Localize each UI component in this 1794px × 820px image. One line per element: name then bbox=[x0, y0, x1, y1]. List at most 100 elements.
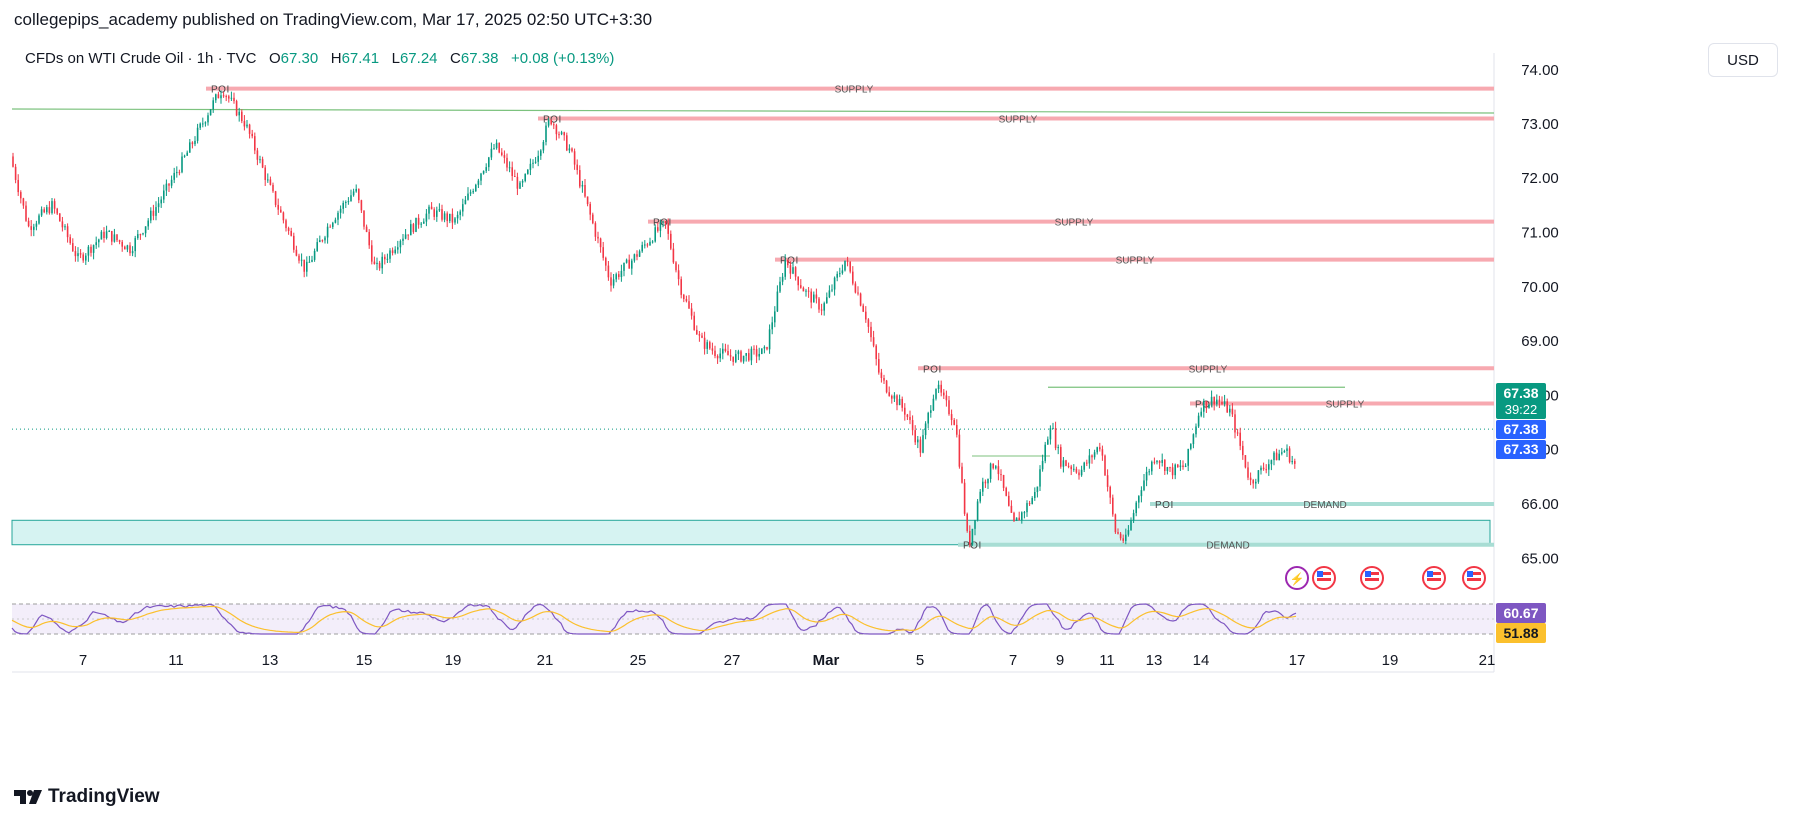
candle-body bbox=[638, 251, 641, 257]
candle-body bbox=[813, 294, 815, 303]
candle-body bbox=[1138, 496, 1140, 503]
candle-body bbox=[1190, 444, 1192, 449]
candle-body bbox=[116, 234, 118, 241]
candle-body bbox=[657, 227, 659, 231]
supply-label: SUPPLY bbox=[1326, 400, 1365, 411]
candle-body bbox=[930, 410, 932, 413]
candle-body bbox=[818, 298, 820, 310]
candle-body bbox=[199, 123, 201, 128]
candle-body bbox=[1062, 460, 1065, 467]
candle-body bbox=[339, 208, 342, 213]
candle-body bbox=[1088, 455, 1091, 464]
candle-body bbox=[61, 221, 64, 228]
candle-body bbox=[774, 311, 776, 323]
candle-body bbox=[92, 245, 95, 253]
candle-body bbox=[982, 481, 984, 492]
candle-body bbox=[12, 156, 14, 167]
lightning-glyph: ⚡ bbox=[1290, 572, 1305, 586]
candle-body bbox=[1255, 481, 1257, 484]
candle-body bbox=[363, 210, 365, 227]
candle-body bbox=[14, 166, 17, 180]
candle-body bbox=[111, 231, 113, 242]
candle-body bbox=[706, 342, 708, 349]
candle-body bbox=[784, 259, 786, 277]
demand-zone-box[interactable] bbox=[11, 519, 1491, 546]
candle-body bbox=[472, 191, 474, 193]
tradingview-logo[interactable]: TradingView bbox=[14, 786, 160, 808]
candle-body bbox=[85, 255, 87, 261]
candle-body bbox=[475, 184, 477, 192]
us-flag-canton bbox=[1427, 571, 1433, 577]
candle-body bbox=[256, 150, 259, 160]
candle-body bbox=[511, 167, 513, 177]
change-value: +0.08 (+0.13%) bbox=[510, 50, 615, 67]
candle-body bbox=[732, 356, 734, 362]
candle-body bbox=[155, 207, 157, 216]
symbol-name[interactable]: CFDs on WTI Crude Oil bbox=[25, 50, 184, 67]
candle-body bbox=[40, 209, 43, 216]
lightning-icon[interactable] bbox=[1285, 566, 1309, 590]
candle-body bbox=[709, 342, 711, 349]
candle-body bbox=[779, 281, 781, 292]
open-label: O bbox=[268, 50, 281, 67]
us-flag-stripe bbox=[1365, 572, 1379, 575]
x-tick-label: 13 bbox=[262, 652, 279, 669]
candle-body bbox=[893, 395, 896, 399]
candle-body bbox=[794, 267, 797, 277]
candle-body bbox=[800, 285, 802, 288]
candle-body bbox=[178, 172, 181, 174]
candle-body bbox=[839, 273, 841, 275]
candle-body bbox=[74, 251, 77, 257]
candle-body bbox=[979, 491, 981, 502]
candle-body bbox=[846, 260, 849, 262]
candle-body bbox=[1278, 453, 1280, 461]
candle-body bbox=[1013, 512, 1015, 521]
candle-body bbox=[391, 250, 394, 253]
candle-body bbox=[464, 199, 467, 205]
candle-body bbox=[875, 345, 877, 360]
candle-body bbox=[547, 120, 550, 126]
candle-body bbox=[1080, 469, 1083, 476]
candle-body bbox=[719, 353, 721, 359]
candle-body bbox=[852, 271, 854, 284]
candle-body bbox=[878, 359, 880, 373]
candle-body bbox=[1158, 460, 1161, 463]
candle-body bbox=[358, 188, 360, 201]
candle-body bbox=[181, 156, 183, 173]
candle-body bbox=[740, 351, 742, 362]
candle-body bbox=[241, 111, 243, 122]
candle-body bbox=[285, 220, 287, 229]
candle-body bbox=[584, 185, 586, 197]
candle-body bbox=[1234, 414, 1236, 433]
x-tick-label: 21 bbox=[1479, 652, 1496, 669]
candle-body bbox=[1192, 434, 1195, 445]
candle-body bbox=[56, 208, 58, 214]
candle-body bbox=[883, 378, 885, 381]
candle-body bbox=[615, 274, 617, 280]
candle-body bbox=[763, 346, 766, 349]
trend-line[interactable] bbox=[11, 108, 1495, 114]
currency-button[interactable]: USD bbox=[1708, 43, 1778, 77]
candle-body bbox=[870, 326, 872, 338]
candle-body bbox=[365, 226, 368, 232]
candle-body bbox=[482, 170, 485, 174]
candle-body bbox=[506, 157, 508, 168]
supply-label: SUPPLY bbox=[1055, 218, 1094, 229]
poi-label: POI bbox=[923, 364, 942, 375]
candle-body bbox=[714, 350, 716, 356]
candle-body bbox=[303, 259, 305, 272]
candle-body bbox=[196, 127, 199, 141]
candle-body bbox=[971, 528, 974, 545]
us-flag-stripe bbox=[1467, 572, 1481, 575]
interval-label[interactable]: 1h bbox=[196, 50, 214, 67]
candle-body bbox=[589, 204, 591, 215]
candle-body bbox=[95, 242, 97, 246]
candle-body bbox=[1252, 480, 1254, 484]
x-tick-label: 5 bbox=[916, 652, 924, 669]
candle-body bbox=[1247, 467, 1249, 478]
candle-body bbox=[904, 407, 906, 415]
candle-body bbox=[529, 163, 532, 170]
candle-body bbox=[1008, 495, 1010, 506]
x-tick-label: 19 bbox=[445, 652, 462, 669]
